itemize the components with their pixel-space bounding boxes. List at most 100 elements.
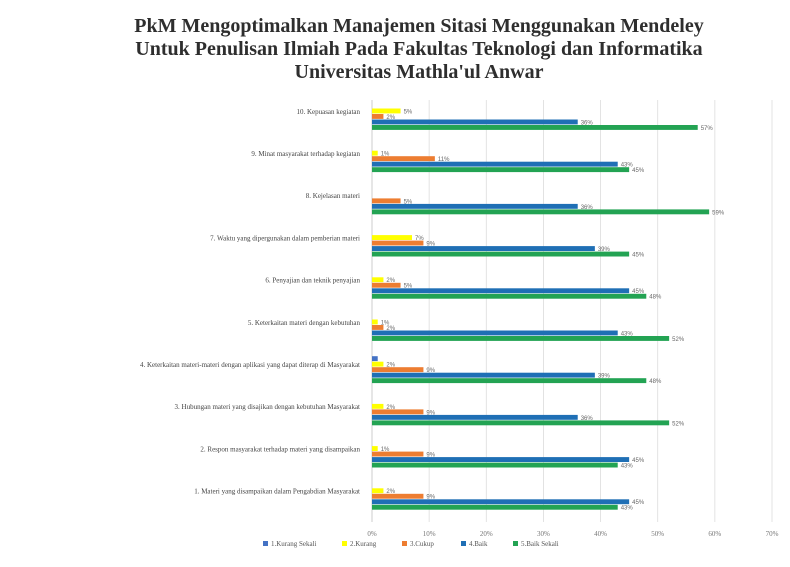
x-tick-label: 40% [594,530,607,538]
bar [372,462,618,468]
bar [372,361,384,367]
bar [372,293,647,299]
data-label: 1% [381,320,390,326]
data-label: 9% [426,368,435,374]
data-label: 5% [404,284,413,290]
bar [372,240,424,246]
x-tick-label: 70% [766,530,779,538]
bar [372,282,401,288]
x-axis: 0% 10% 20% 30% 40% 50% 60% 70% [367,530,778,538]
data-label: 5% [404,199,413,205]
data-label: 43% [621,331,634,337]
bar [372,457,630,462]
category-label: 9. Minat masyarakat terhadap kegiatan [251,150,360,158]
bar [372,488,384,494]
data-label: 9% [426,495,435,501]
data-label: 9% [426,242,435,248]
bar [372,203,578,209]
category-label: 4. Keterkaitan materi-materi dengan apli… [140,361,360,369]
bar [372,251,630,257]
bar [372,156,435,162]
category-label: 6. Penyajian dan teknik penyajian [265,277,360,285]
title-line-2: Untuk Penulisan Ilmiah Pada Fakultas Tek… [135,38,702,60]
data-label: 9% [426,453,435,459]
bar [372,277,384,283]
data-label: 36% [581,205,594,211]
data-label: 48% [649,295,662,301]
category-labels: 10. Kepuasan kegiatan 9. Minat masyarakat… [140,108,361,496]
data-label: 45% [632,289,645,295]
data-label: 1% [381,152,390,158]
bar [372,114,384,119]
bar [372,288,630,294]
bar [372,150,378,156]
data-label: 45% [632,168,645,174]
bar [372,209,710,215]
data-label: 36% [581,416,594,422]
legend-swatch [461,541,466,546]
data-label: 43% [621,163,634,169]
bar [372,246,595,251]
title-line-3: Universitas Mathla'ul Anwar [295,61,544,83]
bar [372,330,618,336]
bar [372,403,384,409]
data-label: 45% [632,500,645,506]
data-label: 7% [415,236,424,242]
legend-swatch [513,541,518,546]
data-label: 2% [386,115,395,121]
data-labels: 5%2%36%57%1%11%43%45%5%36%59%7%9%39%45%2… [381,109,725,511]
bar [372,446,378,451]
x-tick-label: 60% [708,530,721,538]
bar [372,451,424,457]
bar [372,108,401,114]
bar [372,367,424,373]
bar [372,504,618,510]
data-label: 52% [672,421,685,427]
bar [372,119,578,125]
bar [372,319,378,325]
bar [372,493,424,499]
bar [372,198,401,204]
legend-swatch [402,541,407,546]
legend-label: 3.Cukup [410,540,434,548]
data-label: 43% [621,506,634,512]
data-label: 9% [426,410,435,416]
bar [372,372,595,378]
category-label: 2. Respon masyarakat terhadap materi yan… [200,445,360,453]
data-label: 2% [386,489,395,495]
data-label: 45% [632,253,645,259]
category-label: 10. Kepuasan kegiatan [296,108,360,116]
legend-swatch [263,541,268,546]
category-label: 1. Materi yang disampaikan dalam Pengabd… [194,488,360,496]
data-label: 11% [438,157,450,163]
legend-label: 1.Kurang Sekali [271,540,317,548]
data-label: 45% [632,458,645,464]
title-line-1: PkM Mengoptimalkan Manajemen Sitasi Meng… [134,15,703,37]
data-label: 5% [404,109,413,115]
bar [372,499,630,505]
bar [372,125,698,130]
data-label: 57% [701,126,714,132]
bar [372,161,618,167]
data-label: 39% [598,247,611,253]
bar [372,414,578,420]
x-tick-label: 30% [537,530,550,538]
data-label: 2% [386,326,395,332]
legend-swatch [342,541,347,546]
legend-label: 4.Baik [469,540,488,548]
bar [372,325,384,330]
x-tick-label: 10% [423,530,436,538]
x-tick-label: 50% [651,530,664,538]
category-label: 5. Keterkaitan materi dengan kebutuhan [248,319,361,327]
data-label: 39% [598,374,611,380]
bar [372,167,630,173]
legend-label: 5.Baik Sekali [521,540,559,548]
data-label: 2% [386,405,395,411]
legend: 1.Kurang Sekali 2.Kurang 3.Cukup 4.Baik 5.Ba… [263,540,559,548]
bar [372,336,670,341]
category-label: 7. Waktu yang dipergunakan dalam pemberi… [210,234,360,242]
bar [372,409,424,415]
legend-label: 2.Kurang [350,540,377,548]
data-label: 59% [712,210,725,216]
